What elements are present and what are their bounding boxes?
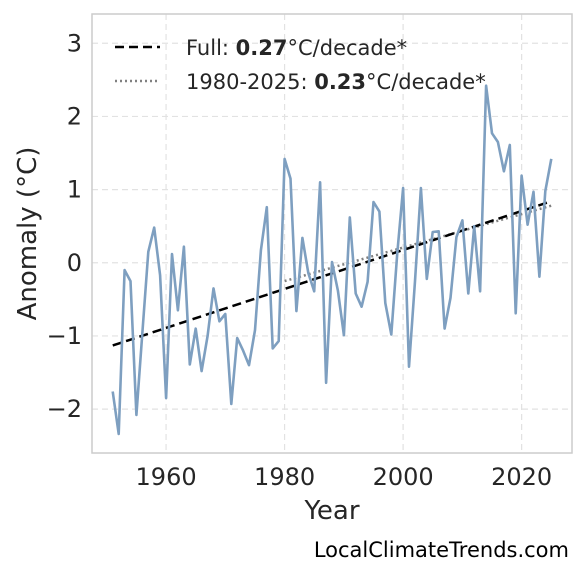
legend-full-suffix: °C/decade* <box>288 36 408 60</box>
x-tick-label: 2020 <box>491 463 552 491</box>
x-tick-label: 2000 <box>373 463 434 491</box>
x-axis-label: Year <box>303 496 359 526</box>
plot-frame <box>91 13 573 454</box>
x-tick-label: 1980 <box>254 463 315 491</box>
y-tick-label: 2 <box>67 102 82 130</box>
trend-line-recent <box>284 204 552 283</box>
y-tick-label: 0 <box>67 249 82 277</box>
series-layer <box>111 84 553 436</box>
legend-full-prefix: Full: <box>186 36 236 60</box>
anomaly-series-line <box>111 84 553 436</box>
x-tick-label: 1960 <box>136 463 197 491</box>
legend-recent-value: 0.23 <box>314 70 366 94</box>
credit-text: LocalClimateTrends.com <box>313 538 569 562</box>
y-tick-label: −1 <box>47 322 82 350</box>
legend-entry-recent-trend: 1980-2025: 0.23°C/decade* <box>186 70 486 94</box>
legend: Full: 0.27°C/decade* 1980-2025: 0.23°C/d… <box>115 36 486 94</box>
legend-recent-suffix: °C/decade* <box>366 70 486 94</box>
y-tick-label: 1 <box>67 176 82 204</box>
y-tick-label: −2 <box>47 395 82 423</box>
legend-entry-full-trend: Full: 0.27°C/decade* <box>186 36 407 60</box>
legend-full-value: 0.27 <box>236 36 288 60</box>
legend-recent-prefix: 1980-2025: <box>186 70 314 94</box>
y-tick-label: 3 <box>67 29 82 57</box>
tick-labels: 1960 1980 2000 2020 3 2 1 0 −1 −2 <box>47 29 553 491</box>
y-axis-label: Anomaly (°C) <box>13 147 43 321</box>
